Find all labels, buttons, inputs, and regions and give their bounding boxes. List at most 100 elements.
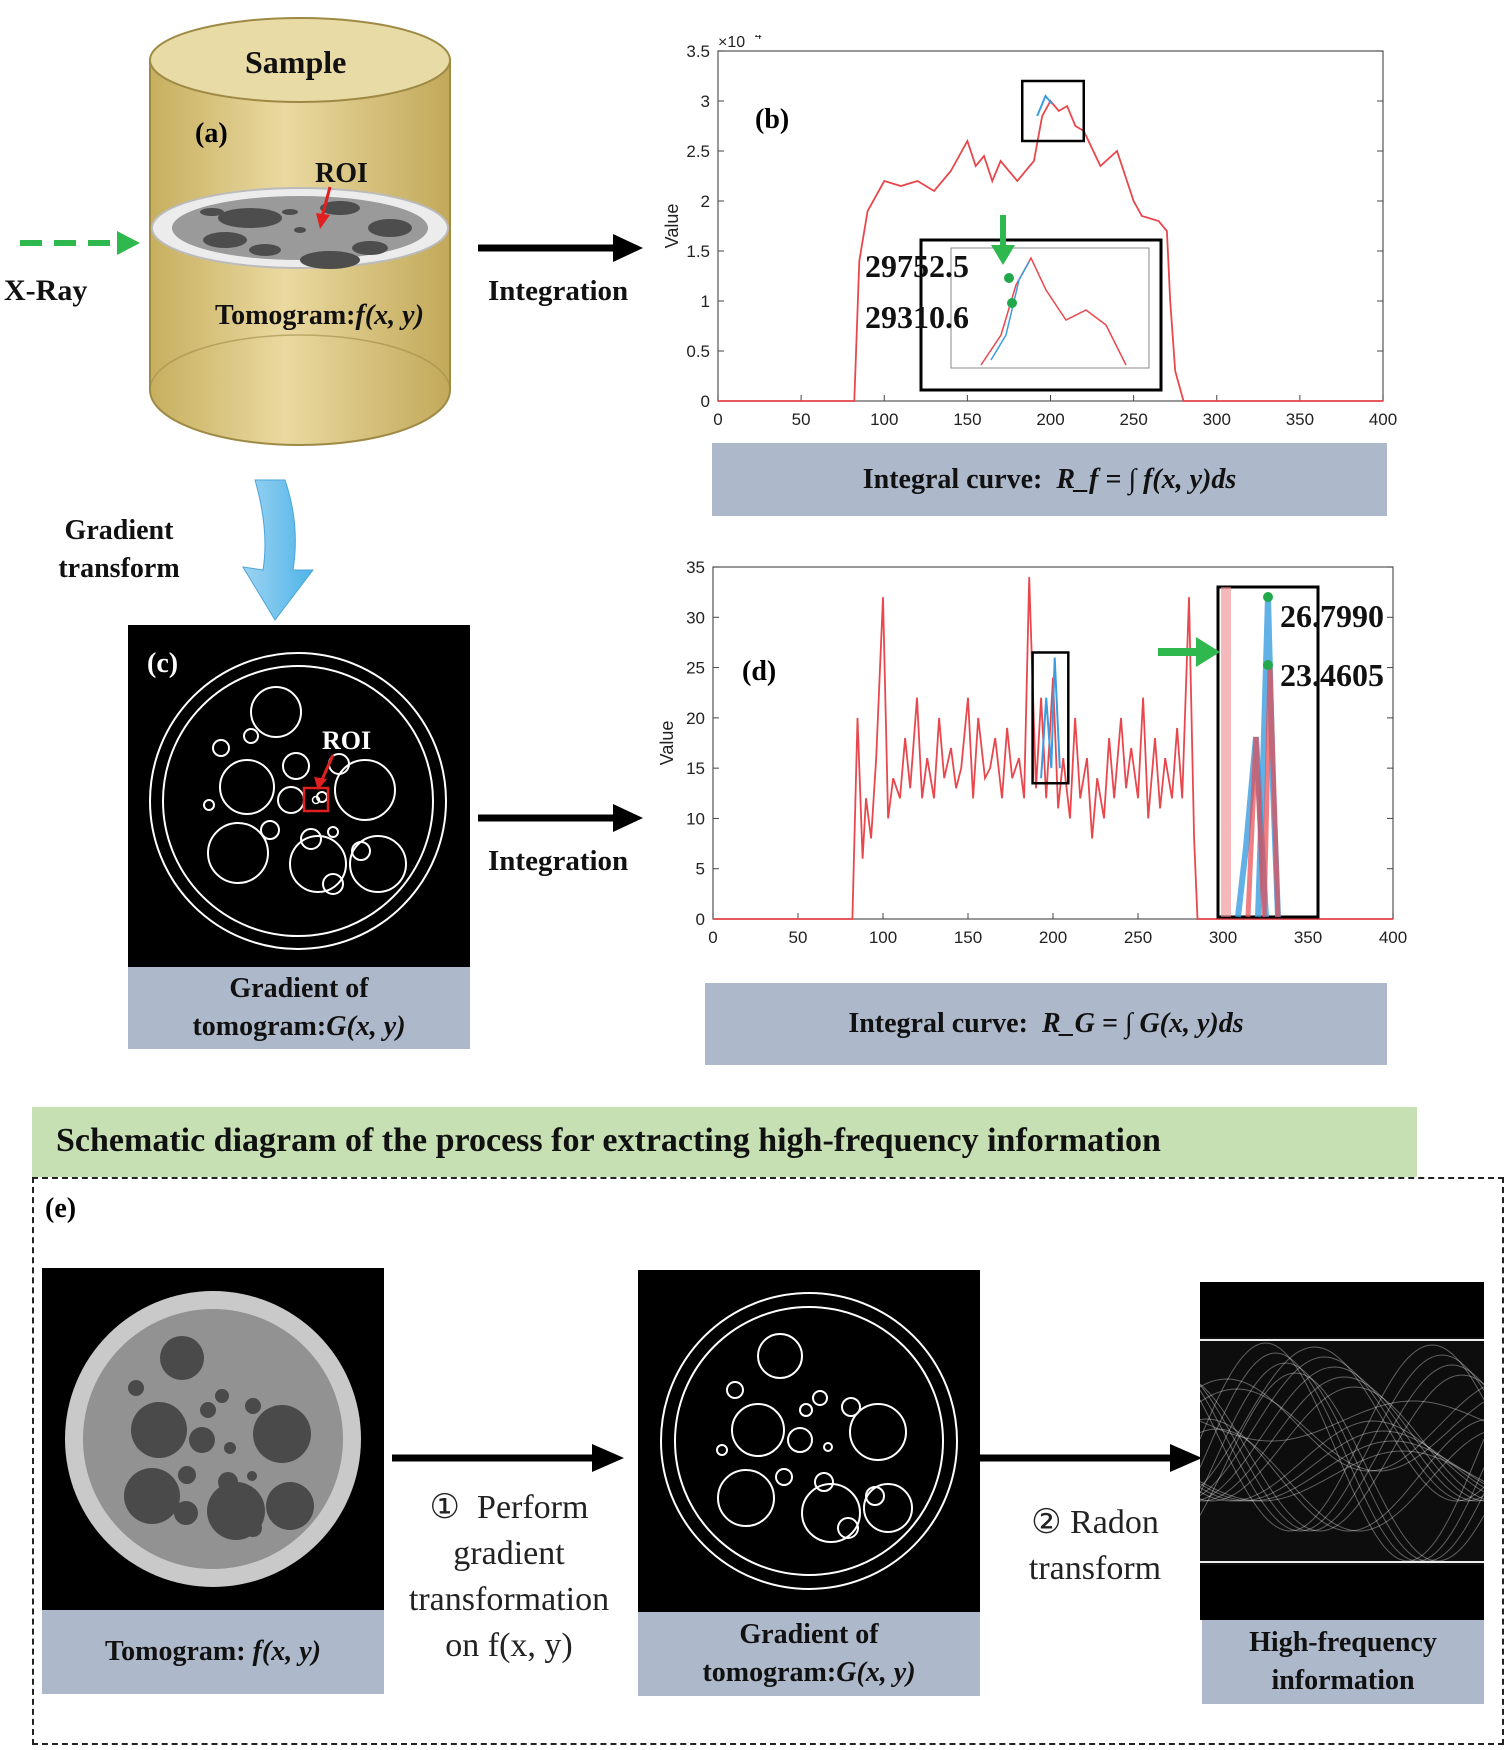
sinogram-curve <box>1200 1372 1484 1562</box>
x-tick-label: 300 <box>1203 410 1231 429</box>
panel-a-letter: (a) <box>195 118 228 149</box>
xray-arrow <box>20 231 140 255</box>
sinogram-curve <box>1200 1378 1484 1472</box>
annotation-d-high: 26.7990 <box>1280 598 1384 634</box>
sinogram-curve <box>1200 1440 1484 1502</box>
y-tick-label: 20 <box>686 709 705 728</box>
x-tick-label: 0 <box>708 928 717 947</box>
x-tick-label: 100 <box>870 410 898 429</box>
annotation-d-low: 23.4605 <box>1280 657 1384 693</box>
marker-d-high <box>1263 592 1273 602</box>
green-arrowhead-d <box>1196 637 1220 667</box>
xray-label: X-Ray <box>4 274 88 307</box>
chart-d: 0 50 100 150 200 250 300 350 400 0 5 10 15 20 25 30 35 Va… <box>657 558 1407 947</box>
caption-d: Integral curve: R_G = ∫ G(x, y)ds <box>705 983 1387 1065</box>
caption-c: Gradient of tomogram:G(x, y) <box>128 967 470 1049</box>
gradient-tomogram-image-c <box>128 625 470 967</box>
panel-c-letter: (c) <box>147 648 179 679</box>
sinogram-curve <box>1200 1364 1484 1532</box>
integration-arrow-bottom <box>478 804 643 832</box>
marker-d-low <box>1263 660 1273 670</box>
chart-b: 0 50 100 150 200 250 300 350 400 0 0.5 1 1.5 2 2.5 3 3.5… <box>662 35 1397 429</box>
caption-e-gradient: Gradient of tomogram:G(x, y) <box>638 1612 980 1696</box>
y-tick-label: 0.5 <box>686 342 710 361</box>
x-tick-label: 100 <box>869 928 897 947</box>
annotation-b-low: 29310.6 <box>865 299 969 335</box>
sinogram-curve <box>1200 1418 1484 1532</box>
gradient-transform-label: Gradient transform <box>58 515 180 584</box>
step2-label: ② Radon transform <box>1028 1504 1162 1587</box>
caption-e-hf: High-frequency information <box>1202 1620 1484 1704</box>
section-e-frame <box>32 1177 1504 1745</box>
zoom-box-d <box>1031 651 1070 785</box>
inset-d-red <box>1245 666 1281 918</box>
y-tick-label: 15 <box>686 759 705 778</box>
zoom-box-b <box>1020 79 1085 143</box>
roi-label-c: ROI <box>322 726 372 755</box>
x-tick-label: 150 <box>954 928 982 947</box>
sinogram-curve <box>1200 1354 1484 1532</box>
y-tick-label: 35 <box>686 558 705 577</box>
step1-label: ① Perform gradient transformation on f(x… <box>408 1489 610 1664</box>
sinogram-curve <box>1200 1366 1484 1502</box>
sinogram-band <box>1200 1337 1484 1565</box>
y-tick-label: 25 <box>686 659 705 678</box>
tomogram-label-a: Tomogram:f(x, y) <box>215 300 424 331</box>
x-tick-label: 250 <box>1119 410 1147 429</box>
zoom-blue-trace-d <box>1040 657 1061 779</box>
sinogram-curve <box>1200 1352 1484 1562</box>
gradient-transform-arrow <box>242 479 315 621</box>
integration-arrow-top <box>478 234 643 262</box>
inset-b-axes <box>950 247 1150 369</box>
sinogram-curve <box>1200 1344 1484 1532</box>
sinogram-curve <box>1200 1388 1484 1472</box>
caption-e-tomogram: Tomogram: f(x, y) <box>42 1610 384 1694</box>
inset-b-red <box>980 256 1127 366</box>
sinogram-curve <box>1200 1342 1484 1562</box>
y-tick-label: 3.5 <box>686 42 710 61</box>
sinogram-curve <box>1200 1430 1484 1502</box>
y-tick-label: 30 <box>686 608 705 627</box>
series-line <box>718 99 1383 402</box>
y-exponent-label: ×10 <box>718 35 745 51</box>
x-tick-label: 50 <box>789 928 808 947</box>
roi-arrow-a <box>316 186 332 229</box>
annotation-b-high: 29752.5 <box>865 248 969 284</box>
y-tick-label: 1 <box>701 292 710 311</box>
step1-arrow <box>392 1444 624 1472</box>
sinogram-curve <box>1200 1386 1484 1502</box>
sinogram-curve <box>1200 1356 1484 1502</box>
x-tick-label: 200 <box>1036 410 1064 429</box>
y-exponent-power: 4 <box>755 35 762 42</box>
section-e-title: Schematic diagram of the process for ext… <box>56 1122 1161 1159</box>
x-tick-label: 400 <box>1379 928 1407 947</box>
sample-cylinder-illustration <box>149 17 451 446</box>
sinogram-curve <box>1200 1400 1484 1442</box>
integration-label-bottom: Integration <box>488 845 629 877</box>
y-tick-label: 0 <box>696 910 705 929</box>
section-e-title-bar <box>32 1107 1417 1177</box>
x-tick-label: 350 <box>1294 928 1322 947</box>
y-tick-label: 1.5 <box>686 242 710 261</box>
slice-holes <box>200 201 412 269</box>
x-tick-label: 400 <box>1369 410 1397 429</box>
sample-label: Sample <box>245 44 347 80</box>
tomogram-image-e <box>42 1268 384 1610</box>
x-tick-label: 200 <box>1039 928 1067 947</box>
step2-arrow <box>980 1444 1202 1472</box>
y-axis-label: Value <box>662 204 682 249</box>
marker-b-low <box>1007 298 1017 308</box>
integration-label-top: Integration <box>488 275 629 307</box>
sinogram-curve <box>1200 1362 1484 1562</box>
sinogram-image <box>1200 1282 1484 1620</box>
x-tick-label: 350 <box>1286 410 1314 429</box>
sinogram-curve <box>1200 1346 1484 1502</box>
sinogram-curve <box>1200 1374 1484 1532</box>
sinogram-curve <box>1200 1450 1484 1502</box>
sinogram-curve <box>1200 1428 1484 1532</box>
x-tick-label: 250 <box>1124 928 1152 947</box>
y-tick-label: 0 <box>701 392 710 411</box>
marker-b-high <box>1004 273 1014 283</box>
roi-label-a: ROI <box>315 158 368 189</box>
panel-b-letter: (b) <box>755 104 790 135</box>
